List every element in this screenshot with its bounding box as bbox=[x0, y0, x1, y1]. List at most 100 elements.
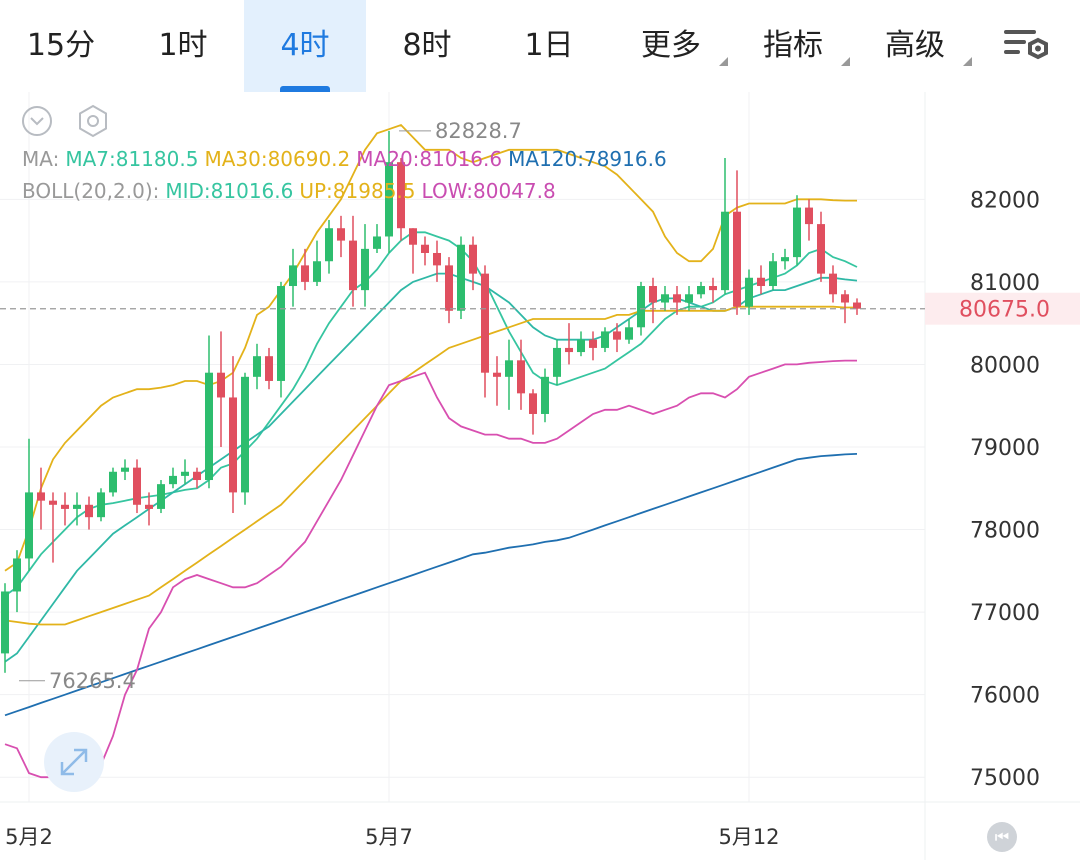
candle-body bbox=[505, 360, 513, 377]
candle-body bbox=[205, 372, 213, 481]
ma120-legend: MA120:78916.6 bbox=[508, 147, 667, 171]
interval-tab-bar: 15分 1时 4时 8时 1日 更多 指标 高级 bbox=[0, 0, 1080, 92]
candle-body bbox=[385, 162, 393, 237]
collapse-legend-button[interactable] bbox=[20, 104, 54, 138]
tab-label: 15分 bbox=[26, 28, 96, 63]
candle-body bbox=[265, 356, 273, 381]
y-tick-label: 75000 bbox=[970, 766, 1040, 791]
candle-body bbox=[517, 360, 525, 394]
candle-body bbox=[241, 376, 249, 493]
x-tick-label: 5月7 bbox=[365, 825, 413, 849]
tab-7[interactable]: 高级 bbox=[854, 0, 976, 92]
candle-body bbox=[733, 211, 741, 307]
candle-body bbox=[853, 302, 861, 309]
candle-body bbox=[277, 286, 285, 381]
tab-0[interactable]: 15分 bbox=[0, 0, 122, 92]
candle-body bbox=[601, 331, 609, 348]
y-tick-label: 80000 bbox=[970, 353, 1040, 378]
expand-chart-button[interactable] bbox=[44, 732, 104, 792]
tab-1[interactable]: 1时 bbox=[122, 0, 244, 92]
dropdown-triangle-icon bbox=[719, 57, 728, 66]
current-price-label: 80675.0 bbox=[959, 298, 1050, 323]
series-line-ma7 bbox=[4, 231, 858, 597]
candle-body bbox=[349, 240, 357, 291]
series-line-ma20 bbox=[4, 272, 858, 663]
y-tick-label: 76000 bbox=[970, 684, 1040, 709]
tab-label: 指标 bbox=[763, 28, 823, 63]
max-price-label: 82828.7 bbox=[435, 119, 522, 143]
candlestick-chart[interactable]: 75000 76000 77000 78000 79000 80000 81000 82000… bbox=[0, 92, 1080, 860]
candle-body bbox=[661, 294, 669, 303]
candle-body bbox=[829, 273, 837, 295]
candle-body bbox=[37, 492, 45, 501]
ma7-legend: MA7:81180.5 bbox=[65, 147, 199, 171]
candle-body bbox=[421, 244, 429, 253]
candle-body bbox=[613, 331, 621, 340]
boll-legend: BOLL(20,2.0): MID:81016.6 UP:81985.5 LOW:80… bbox=[22, 179, 562, 203]
candle-body bbox=[181, 471, 189, 476]
candle-body bbox=[253, 356, 261, 377]
candle-body bbox=[121, 467, 129, 472]
y-tick-label: 77000 bbox=[970, 601, 1040, 626]
tab-4[interactable]: 1日 bbox=[488, 0, 610, 92]
indicator-settings-icon[interactable] bbox=[76, 104, 110, 138]
candle-body bbox=[217, 372, 225, 398]
tab-label: 4时 bbox=[280, 28, 330, 63]
tab-label: 1日 bbox=[524, 28, 574, 63]
candle-body bbox=[25, 492, 33, 559]
ma-legend-prefix: MA: bbox=[22, 147, 60, 171]
y-tick-label: 82000 bbox=[970, 188, 1040, 213]
candle-body bbox=[133, 467, 141, 505]
ma30-legend: MA30:80690.2 bbox=[204, 147, 351, 171]
candle-body bbox=[445, 265, 453, 311]
boll-low-legend: LOW:80047.8 bbox=[421, 179, 556, 203]
candle-body bbox=[49, 500, 57, 505]
candle-body bbox=[793, 207, 801, 258]
candle-body bbox=[325, 228, 333, 262]
candle-body bbox=[169, 475, 177, 485]
candle-body bbox=[433, 252, 441, 266]
scroll-to-latest-button[interactable]: ⏮ bbox=[987, 822, 1017, 852]
candle-body bbox=[493, 372, 501, 377]
candle-body bbox=[697, 286, 705, 295]
candle-body bbox=[361, 248, 369, 291]
candle-body bbox=[409, 228, 417, 245]
min-price-label: 76265.4 bbox=[49, 669, 136, 693]
candle-body bbox=[541, 376, 549, 414]
candle-body bbox=[721, 211, 729, 291]
candle-body bbox=[757, 277, 765, 287]
ma-legend: MA: MA7:81180.5 MA30:80690.2 MA20:81016.6 MA… bbox=[22, 147, 673, 171]
candle-body bbox=[373, 236, 381, 249]
dropdown-triangle-icon bbox=[963, 57, 972, 66]
tab-5[interactable]: 更多 bbox=[610, 0, 732, 92]
boll-legend-prefix: BOLL(20,2.0): bbox=[22, 179, 160, 203]
candle-body bbox=[193, 471, 201, 481]
candle-body bbox=[649, 286, 657, 303]
candle-body bbox=[145, 504, 153, 509]
candle-body bbox=[817, 224, 825, 274]
boll-mid-legend: MID:81016.6 bbox=[165, 179, 294, 203]
candle-body bbox=[397, 162, 405, 229]
candle-body bbox=[529, 393, 537, 414]
candle-body bbox=[481, 273, 489, 373]
y-tick-label: 79000 bbox=[970, 436, 1040, 461]
chart-settings-icon[interactable] bbox=[1000, 26, 1056, 66]
candle-body bbox=[565, 347, 573, 353]
tab-label: 1时 bbox=[158, 28, 208, 63]
series-line-ma30 bbox=[4, 305, 857, 626]
candle-body bbox=[469, 244, 477, 274]
ma20-legend: MA20:81016.6 bbox=[356, 147, 503, 171]
candle-body bbox=[805, 207, 813, 225]
candle-body bbox=[553, 347, 561, 377]
current-price-tag bbox=[925, 292, 1080, 325]
candle-body bbox=[709, 286, 717, 291]
tab-2[interactable]: 4时 bbox=[244, 0, 366, 92]
tab-label: 8时 bbox=[402, 28, 452, 63]
y-tick-label: 78000 bbox=[970, 519, 1040, 544]
tab-6[interactable]: 指标 bbox=[732, 0, 854, 92]
candle-body bbox=[685, 294, 693, 303]
tab-3[interactable]: 8时 bbox=[366, 0, 488, 92]
chart-svg: 75000 76000 77000 78000 79000 80000 81000 82000… bbox=[0, 92, 1080, 860]
candle-body bbox=[109, 471, 117, 493]
candle-body bbox=[13, 558, 21, 592]
